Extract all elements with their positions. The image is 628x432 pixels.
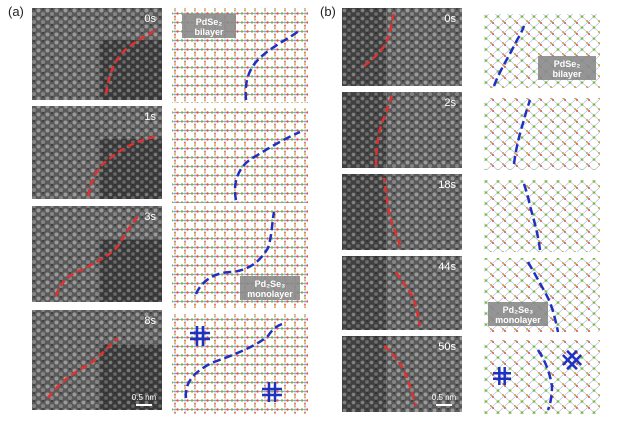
monolayer-region (342, 174, 386, 250)
model-lattice-b-2 (484, 180, 600, 252)
lattice-orientation-icon-rotated (561, 349, 583, 371)
time-label: 18s (438, 179, 456, 191)
boundary-line-blue (536, 349, 554, 411)
tem-frame-b-1: 2s (342, 92, 462, 168)
svg-text:PdSe₂: PdSe₂ (196, 17, 223, 27)
scale-bar-label: 0.5 nm (432, 393, 457, 402)
time-label: 3s (144, 211, 156, 223)
svg-text:bilayer: bilayer (194, 27, 224, 37)
boundary-line-red (86, 134, 159, 197)
monolayer-region (100, 239, 162, 302)
tem-frame-b-2: 18s (342, 174, 462, 250)
lattice (484, 180, 600, 252)
time-label: 2s (444, 97, 456, 109)
boundary-line-blue (244, 29, 301, 101)
lattice (172, 314, 308, 414)
monolayer-region (342, 336, 386, 412)
time-label: 8s (144, 315, 156, 327)
boundary-line-red (46, 337, 119, 399)
monolayer-region (100, 345, 162, 410)
svg-text:monolayer: monolayer (495, 315, 541, 325)
model-lattice-a-3 (172, 314, 308, 414)
lattice-orientation-icon (262, 382, 282, 402)
boundary-line-red (382, 177, 402, 247)
boundary-line-blue (522, 183, 542, 251)
boundary-line-red (394, 271, 422, 327)
boundary-line-red (374, 95, 394, 167)
scale-bar-label: 0.5 nm (132, 393, 157, 402)
svg-text:PdSe₂: PdSe₂ (554, 59, 581, 69)
scale-bar-b: 0.5 nm (432, 393, 457, 406)
monolayer-region (342, 256, 386, 330)
boundary-line-blue (194, 211, 276, 295)
monolayer-region (100, 40, 162, 100)
lattice-orientation-icon (493, 367, 511, 385)
panel-label-b: (b) (320, 4, 336, 19)
time-label: 0s (444, 13, 456, 25)
svg-text:Pd₂Se₃: Pd₂Se₃ (503, 305, 534, 315)
tem-frame-a-2: 3s (32, 206, 162, 302)
boundary-line-blue (526, 261, 560, 333)
boundary-line-blue (492, 25, 526, 87)
monolayer-region (100, 138, 162, 199)
tem-frame-a-3: 8s (32, 310, 162, 410)
monolayer-region (342, 8, 386, 86)
time-label: 0s (144, 13, 156, 25)
time-label: 1s (144, 111, 156, 123)
tem-frame-a-1: 1s (32, 106, 162, 199)
svg-text:Pd₂Se₃: Pd₂Se₃ (255, 279, 286, 289)
boundary-line-red (54, 215, 139, 297)
boundary-line-blue (512, 99, 532, 165)
tem-frame-b-4: 50s (342, 336, 462, 412)
svg-text:monolayer: monolayer (247, 289, 293, 299)
boundary-line-red (104, 28, 157, 95)
boundary-line-blue (233, 130, 301, 201)
lattice-orientation-icon (190, 326, 210, 346)
tem-frame-a-0: 0s (32, 8, 162, 100)
model-lattice-a-1 (172, 108, 308, 203)
lattice (484, 340, 600, 414)
lattice (172, 108, 308, 203)
model-lattice-b-1 (484, 98, 600, 170)
tem-frame-b-0: 0s (342, 8, 462, 86)
lattice-orientation-icon (561, 349, 583, 371)
tem-frame-b-3: 44s (342, 256, 462, 330)
panel-label-a: (a) (8, 4, 24, 19)
svg-text:bilayer: bilayer (552, 69, 582, 79)
model-lattice-b-4 (484, 340, 600, 414)
time-label: 44s (438, 261, 456, 273)
scale-bar-a: 0.5 nm (132, 393, 157, 406)
boundary-line-red (383, 345, 418, 407)
lattice (484, 98, 600, 170)
boundary-line-red (363, 13, 396, 67)
time-label: 50s (438, 341, 456, 353)
